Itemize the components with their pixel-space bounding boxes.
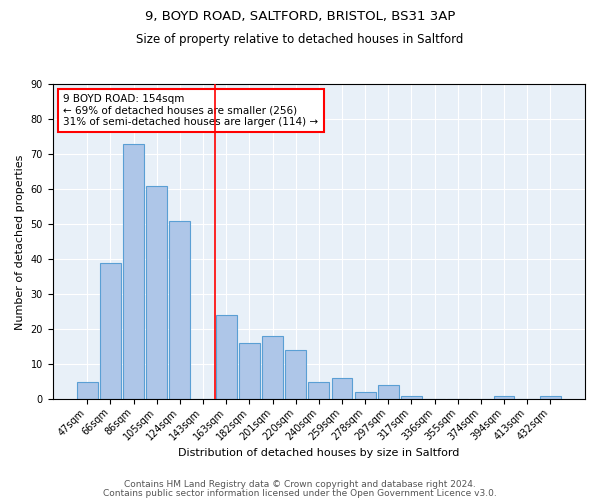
Bar <box>540 396 561 400</box>
Bar <box>494 396 514 400</box>
Text: Contains public sector information licensed under the Open Government Licence v3: Contains public sector information licen… <box>103 488 497 498</box>
Bar <box>378 386 399 400</box>
X-axis label: Distribution of detached houses by size in Saltford: Distribution of detached houses by size … <box>178 448 460 458</box>
Text: Size of property relative to detached houses in Saltford: Size of property relative to detached ho… <box>136 32 464 46</box>
Bar <box>239 344 260 400</box>
Text: 9, BOYD ROAD, SALTFORD, BRISTOL, BS31 3AP: 9, BOYD ROAD, SALTFORD, BRISTOL, BS31 3A… <box>145 10 455 23</box>
Bar <box>332 378 352 400</box>
Bar <box>308 382 329 400</box>
Bar <box>77 382 98 400</box>
Bar <box>285 350 306 400</box>
Bar <box>169 221 190 400</box>
Bar <box>401 396 422 400</box>
Bar <box>355 392 376 400</box>
Text: 9 BOYD ROAD: 154sqm
← 69% of detached houses are smaller (256)
31% of semi-detac: 9 BOYD ROAD: 154sqm ← 69% of detached ho… <box>63 94 319 127</box>
Bar <box>100 263 121 400</box>
Bar <box>216 316 236 400</box>
Y-axis label: Number of detached properties: Number of detached properties <box>15 154 25 330</box>
Bar <box>123 144 144 400</box>
Text: Contains HM Land Registry data © Crown copyright and database right 2024.: Contains HM Land Registry data © Crown c… <box>124 480 476 489</box>
Bar <box>262 336 283 400</box>
Bar <box>146 186 167 400</box>
